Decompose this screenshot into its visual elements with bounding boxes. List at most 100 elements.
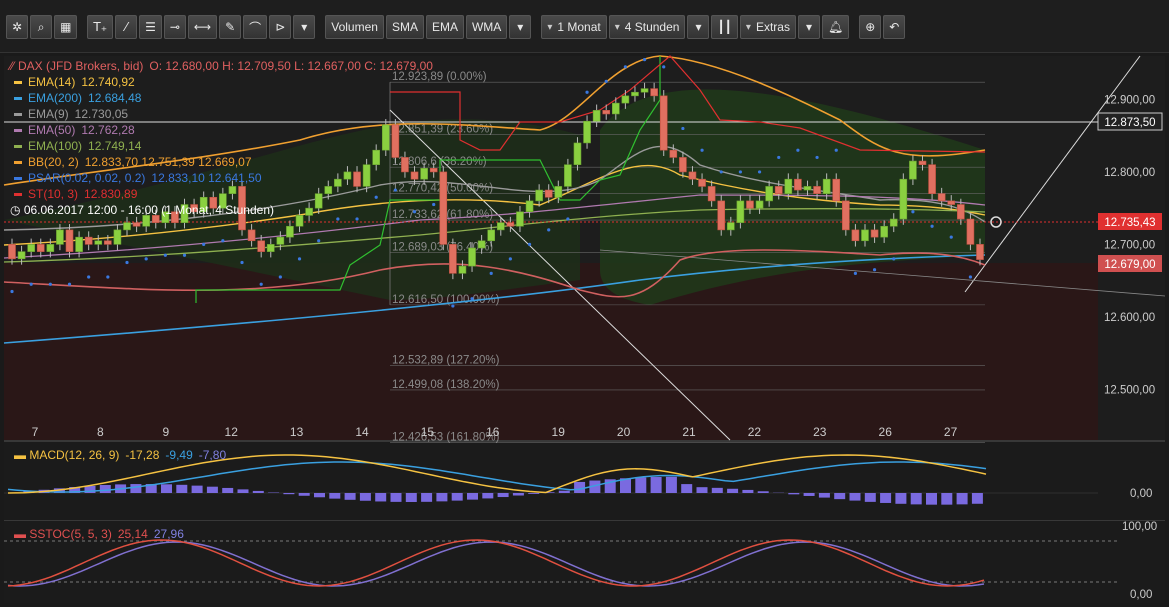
macd-histogram-bar — [941, 493, 953, 505]
horizontal-line-button[interactable]: ⊸ — [163, 15, 186, 39]
legend-label: EMA(9) — [28, 107, 69, 121]
period-select[interactable]: 1 Monat — [541, 15, 607, 39]
psar-dot — [278, 275, 282, 279]
candle — [372, 149, 380, 165]
candle — [947, 200, 956, 205]
psar-dot — [853, 271, 858, 275]
psar-dots — [10, 58, 973, 308]
trendline[interactable] — [964, 55, 1141, 293]
legend-value: 12.833,10 12.641,50 — [151, 171, 261, 185]
candle — [899, 178, 908, 220]
curve-button[interactable]: ⌒ — [243, 15, 268, 39]
legend-label: PSAR(0.02, 0.02, 0.2) — [28, 171, 145, 185]
macd-line — [7, 454, 987, 494]
arrow-tool-button[interactable]: ⊳ — [269, 15, 292, 39]
macd-histogram-bar — [69, 487, 81, 493]
macd-histogram-bar — [359, 493, 371, 501]
macd-histogram-bar — [543, 492, 555, 493]
psar-dot — [221, 239, 225, 243]
candles — [8, 82, 984, 280]
psar-dot — [144, 257, 148, 261]
candle — [717, 200, 726, 231]
zoom-button[interactable]: ⊕ — [859, 15, 882, 39]
psar-dot — [892, 257, 896, 261]
level-price-badge: 12.873,50 — [1097, 112, 1163, 131]
legend: ⁄⁄ DAX (JFD Brokers, bid) O: 12.680,00 H: … — [7, 59, 433, 217]
legend-entry: EMA(9) 12.730,05 — [28, 107, 128, 121]
candle — [621, 95, 630, 104]
candle — [688, 171, 697, 180]
alarm-dropdown[interactable]: ▾ — [797, 15, 820, 39]
chart-type-button[interactable]: ┃┃ — [711, 15, 738, 39]
macd-histogram-bar — [329, 493, 341, 499]
legend-swatch — [14, 193, 22, 196]
chart-type-dropdown[interactable]: ▾ — [687, 15, 710, 39]
legend-label: BB(20, 2) — [28, 155, 79, 169]
line-tool-button[interactable]: ⁄ — [115, 15, 138, 39]
macd-histogram-value: -7,80 — [199, 448, 227, 462]
legend-swatch — [14, 177, 22, 180]
undo-button[interactable]: ↶ — [883, 15, 906, 39]
candle — [842, 200, 850, 231]
search-button[interactable]: ⌕ — [30, 15, 53, 39]
volume-button[interactable]: Volumen — [325, 15, 384, 39]
candle — [401, 157, 409, 173]
crosshair-handle[interactable] — [990, 216, 1002, 228]
interval-select[interactable]: 4 Stunden — [608, 15, 686, 39]
settings-button[interactable]: ✲ — [6, 15, 29, 39]
candle — [104, 240, 112, 245]
fib-level-label: 12.426,53 (161.80%) — [392, 432, 500, 444]
candle — [861, 229, 869, 242]
wma-button[interactable]: WMA — [465, 15, 508, 39]
psar-dot — [125, 260, 129, 265]
ema200-line — [3, 254, 986, 344]
price-tick-label: 12.700,00 — [1104, 239, 1155, 251]
fibonacci-button[interactable]: ☰ — [139, 15, 162, 39]
crosshair-price-badge: 12.735,43 — [1098, 213, 1162, 230]
pencil-button[interactable]: ✎ — [219, 15, 242, 39]
fibonacci-levels[interactable]: 12.923,89 (0.00%) 12.851,39 (23.60%) 12.80… — [389, 71, 985, 444]
macd-histogram-bar — [84, 485, 96, 493]
time-tick-label: 8 — [97, 425, 104, 439]
psar-dot — [815, 155, 819, 160]
macd-histogram-bar — [176, 484, 188, 493]
macd-histogram-bar — [803, 493, 815, 496]
chart-area[interactable]: 12.923,89 (0.00%) 12.851,39 (23.60%) 12.80… — [0, 52, 1169, 607]
psar-dot — [432, 202, 436, 207]
zoom-icon: ⊕ — [865, 20, 876, 34]
candle — [554, 186, 563, 198]
ema-button[interactable]: EMA — [425, 15, 464, 39]
legend-entry: EMA(100) 12.749,14 — [28, 139, 142, 153]
candle — [544, 189, 553, 198]
candle — [410, 171, 419, 180]
chevron-down-icon: ▾ — [301, 20, 308, 34]
candle — [113, 229, 122, 245]
macd-histogram-bar — [252, 490, 264, 493]
draw-tools-dropdown[interactable]: ▾ — [293, 15, 316, 39]
macd-panel[interactable] — [4, 442, 1165, 520]
candle — [784, 178, 793, 194]
segment-button[interactable]: ⟷ — [187, 15, 218, 39]
indicator-legend: EMA(14) 12.740,92 EMA(200) 12.684,48 EMA(9) 1… — [14, 75, 262, 201]
candle — [707, 186, 716, 202]
candle — [276, 236, 285, 245]
sstoc-panel[interactable] — [4, 521, 1165, 603]
time-tick-label: 13 — [290, 425, 304, 439]
time-tick-label: 20 — [617, 425, 631, 439]
grid-icon: ▦ — [60, 20, 72, 34]
crosshair-date: ◷ 06.06.2017 12:00 - 16:00 (1 Monat, 4 S… — [10, 203, 274, 217]
layout-button[interactable]: ▦ — [54, 15, 78, 39]
text-tool-button[interactable]: T₊ — [87, 15, 114, 39]
sma-button[interactable]: SMA — [385, 15, 424, 39]
indicators-dropdown[interactable]: ▾ — [509, 15, 532, 39]
candle — [679, 157, 687, 173]
psar-dot — [470, 297, 474, 301]
psar-dot — [527, 242, 532, 246]
extras-menu[interactable]: Extras — [739, 15, 796, 39]
candle — [391, 124, 400, 158]
macd-signal-value: -9,49 — [165, 448, 193, 462]
macd-histogram-bar — [314, 493, 325, 498]
trendline[interactable] — [599, 249, 1166, 297]
trendline[interactable] — [389, 109, 731, 441]
alarm-button[interactable]: 🔔︎ — [821, 15, 850, 39]
